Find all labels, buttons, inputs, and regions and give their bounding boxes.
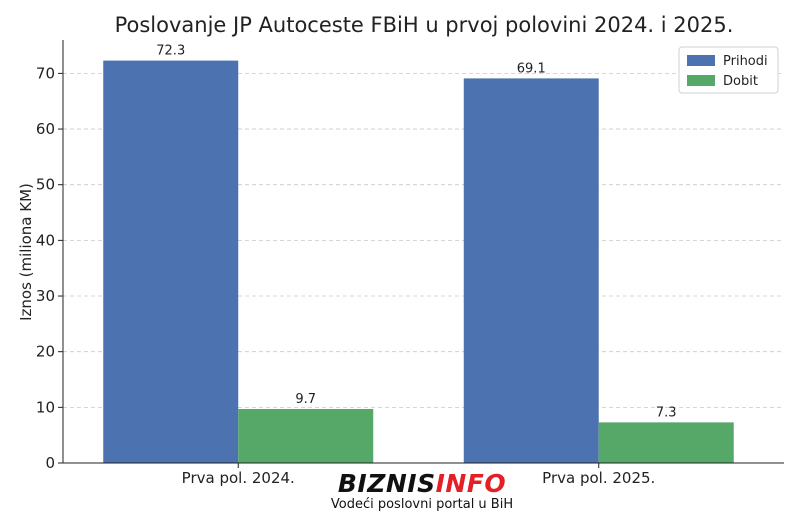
legend: Prihodi Dobit [678,46,779,94]
watermark-tagline: Vodeći poslovni portal u BiH [330,497,514,512]
x-tick-label: Prva pol. 2025. [542,469,655,487]
labels: 0 10 20 30 40 50 60 70 72.3 9.7 Prva pol. 2024. 69.… [36,44,677,487]
y-tick-label: 20 [36,343,55,361]
data-label: 69.1 [517,61,546,76]
chart-title: Poslovanje JP Autoceste FBiH u prvoj pol… [115,13,734,37]
y-tick-label: 30 [36,287,55,305]
legend-swatch-prihodi [687,55,715,66]
data-label: 9.7 [295,392,316,407]
bar-dobit-2 [598,422,734,463]
y-tick-label: 0 [45,454,55,472]
data-label: 7.3 [656,405,677,420]
logo-part-info: INFO [435,469,507,498]
bars [103,60,734,464]
y-tick-label: 50 [36,176,55,194]
axes [58,40,784,468]
legend-label-dobit: Dobit [723,74,758,89]
y-tick-label: 60 [36,120,55,138]
y-tick-label: 10 [36,398,55,416]
y-axis-label: Iznos (miliona KM) [17,183,35,321]
legend-swatch-dobit [687,75,715,86]
bizinfo-watermark: BIZNISINFO Vodeći poslovni portal u BiH [322,470,522,512]
legend-label-prihodi: Prihodi [723,54,768,69]
x-tick-label: Prva pol. 2024. [182,469,295,487]
bar-prihodi-2 [463,78,599,464]
bizinfo-logo: BIZNISINFO [322,470,522,498]
y-tick-label: 70 [36,64,55,82]
logo-part-biznis: BIZNIS [337,469,436,498]
y-tick-label: 40 [36,231,55,249]
data-label: 72.3 [156,44,185,59]
bar-dobit-1 [238,409,374,463]
bar-prihodi-1 [103,60,239,464]
